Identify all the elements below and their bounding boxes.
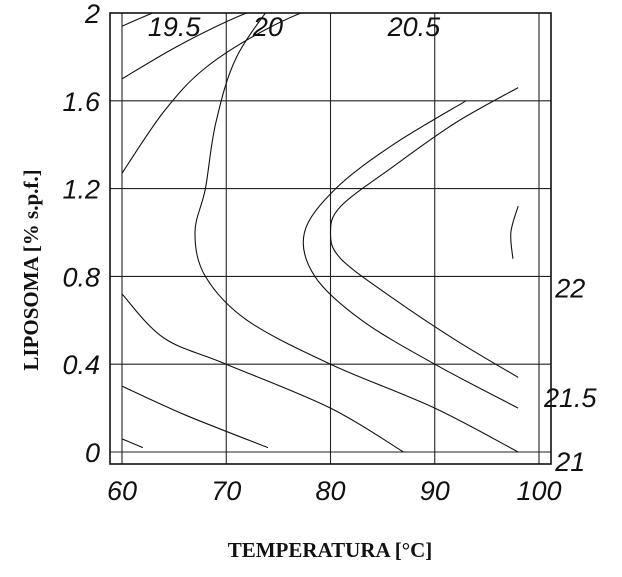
- x-tick-label: 100: [516, 476, 561, 506]
- contour-line-22: [510, 206, 519, 259]
- contour-label: 20: [252, 12, 283, 42]
- contour-label: 22: [554, 273, 585, 303]
- y-tick-label: 0: [85, 438, 100, 468]
- contour-lines: [121, 13, 519, 453]
- contour-line-22: [121, 293, 404, 453]
- contour-line-21-5: [121, 385, 269, 449]
- contour-label: 19.5: [148, 12, 202, 42]
- y-tick-label: 0.8: [62, 262, 100, 292]
- y-axis-title: LIPOSOMA [% s.p.f.]: [19, 169, 43, 370]
- x-axis-title: TEMPERATURA [°C]: [228, 538, 433, 562]
- x-tick-label: 90: [420, 476, 450, 506]
- y-tick-label: 1.6: [62, 87, 101, 117]
- x-tick-label: 80: [315, 476, 345, 506]
- contour-line-19-5: [121, 13, 155, 27]
- x-tick-label: 70: [211, 476, 241, 506]
- contour-label: 21.5: [543, 383, 598, 413]
- y-tick-label: 2: [84, 0, 100, 29]
- contour-line-21-5: [302, 100, 519, 409]
- contour-level-labels: 19.5 20 20.5 22 21.5 21: [148, 12, 598, 477]
- y-tick-label: 0.4: [62, 350, 100, 380]
- y-tick-labels: 0 0.4 0.8 1.2 1.6 2: [62, 0, 101, 468]
- contour-label: 20.5: [387, 12, 442, 42]
- y-tick-label: 1.2: [62, 175, 100, 205]
- contour-line-21: [329, 87, 519, 378]
- x-tick-labels: 60 70 80 90 100: [107, 476, 562, 506]
- contour-label: 21: [554, 447, 585, 477]
- contour-line-20: [121, 13, 248, 80]
- contour-line-20-5: [121, 13, 303, 174]
- contour-line-21: [121, 438, 144, 449]
- contour-line-21-5: [194, 13, 519, 453]
- plot-frame: [109, 12, 552, 465]
- x-tick-label: 60: [107, 476, 137, 506]
